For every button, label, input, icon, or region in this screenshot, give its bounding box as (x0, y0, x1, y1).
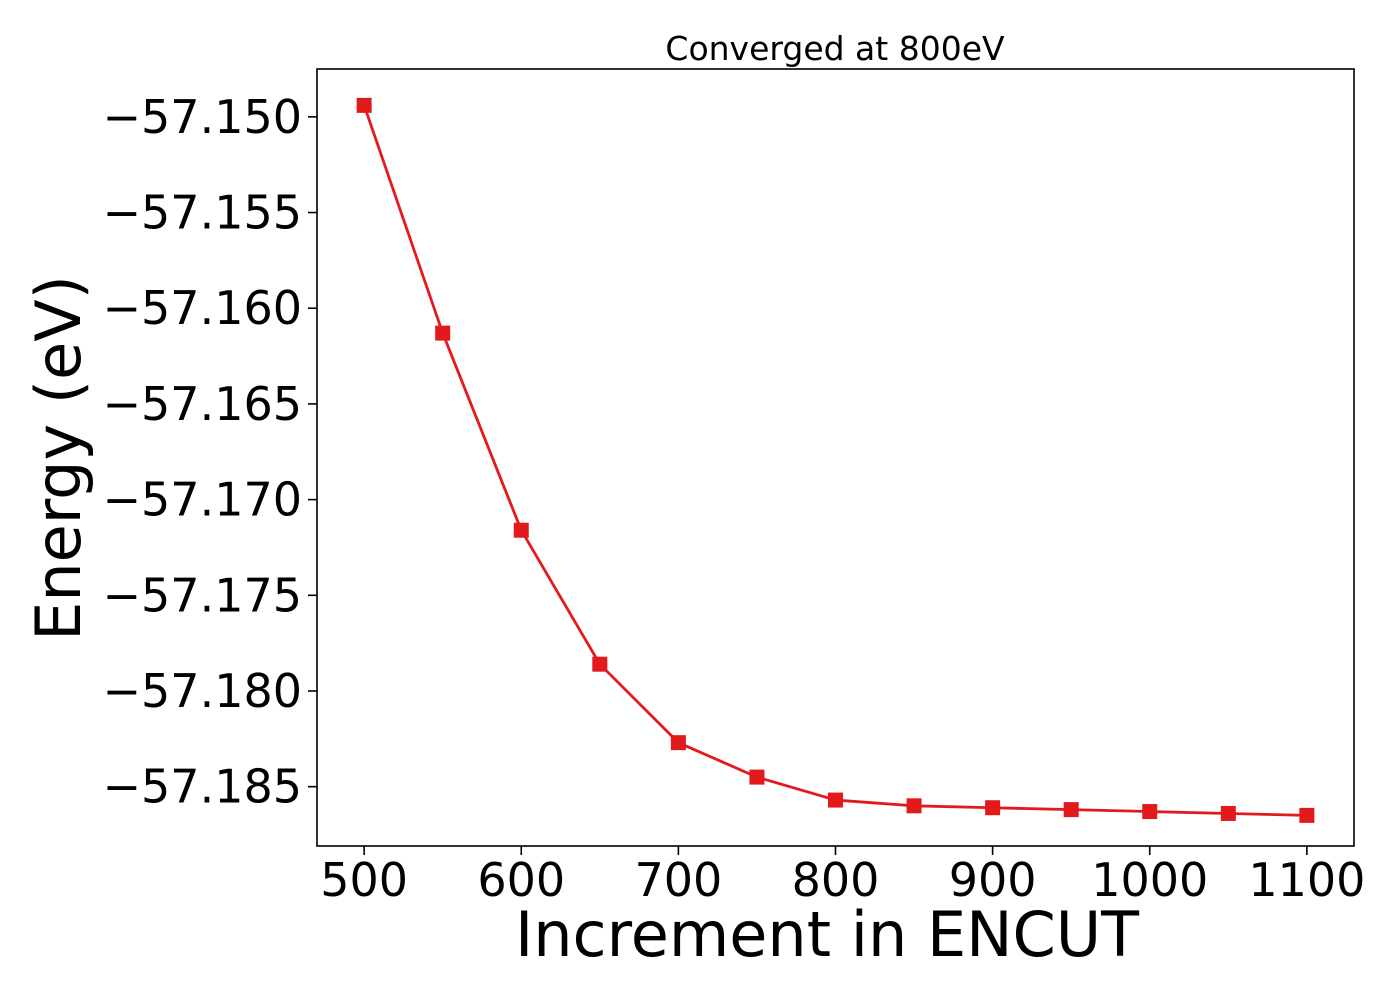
x-tick-label: 900 (949, 853, 1037, 907)
y-tick-label: −57.150 (103, 90, 303, 144)
x-tick-label: 700 (634, 853, 722, 907)
y-tick-label: −57.175 (103, 568, 303, 622)
data-point-marker (906, 798, 922, 814)
y-tick-label: −57.180 (103, 664, 303, 718)
x-axis-title: Increment in ENCUT (515, 898, 1140, 971)
data-point-marker (985, 800, 1001, 816)
y-tick-label: −57.170 (103, 473, 303, 527)
y-tick-label: −57.185 (103, 760, 303, 814)
data-point-marker (1299, 807, 1315, 823)
data-point-marker (435, 325, 451, 341)
x-tick-label: 500 (320, 853, 408, 907)
y-tick-label: −57.165 (103, 377, 303, 431)
data-point-marker (1142, 804, 1158, 820)
x-tick-label: 800 (792, 853, 880, 907)
y-axis-ticks: −57.150 −57.155 −57.160 −57.165 −57.170 −57.1… (103, 90, 317, 814)
y-tick-label: −57.155 (103, 186, 303, 240)
data-point-marker (1220, 805, 1236, 821)
plot-frame (316, 68, 1355, 847)
x-tick-label: 1100 (1248, 853, 1365, 907)
y-axis-title: Energy (eV) (22, 275, 95, 641)
data-point-marker (356, 97, 372, 113)
series-layer (356, 97, 1315, 823)
data-point-marker (670, 735, 686, 751)
x-tick-label: 600 (477, 853, 565, 907)
chart-title: Converged at 800eV (665, 29, 1005, 68)
data-point-marker (1063, 802, 1079, 818)
data-point-marker (592, 656, 608, 672)
data-point-marker (749, 769, 765, 785)
x-axis-ticks: 500 600 700 800 900 1000 1100 (320, 846, 1365, 907)
y-tick-label: −57.160 (103, 281, 303, 335)
data-point-marker (513, 522, 529, 538)
x-tick-label: 1000 (1091, 853, 1208, 907)
data-point-marker (828, 792, 843, 808)
